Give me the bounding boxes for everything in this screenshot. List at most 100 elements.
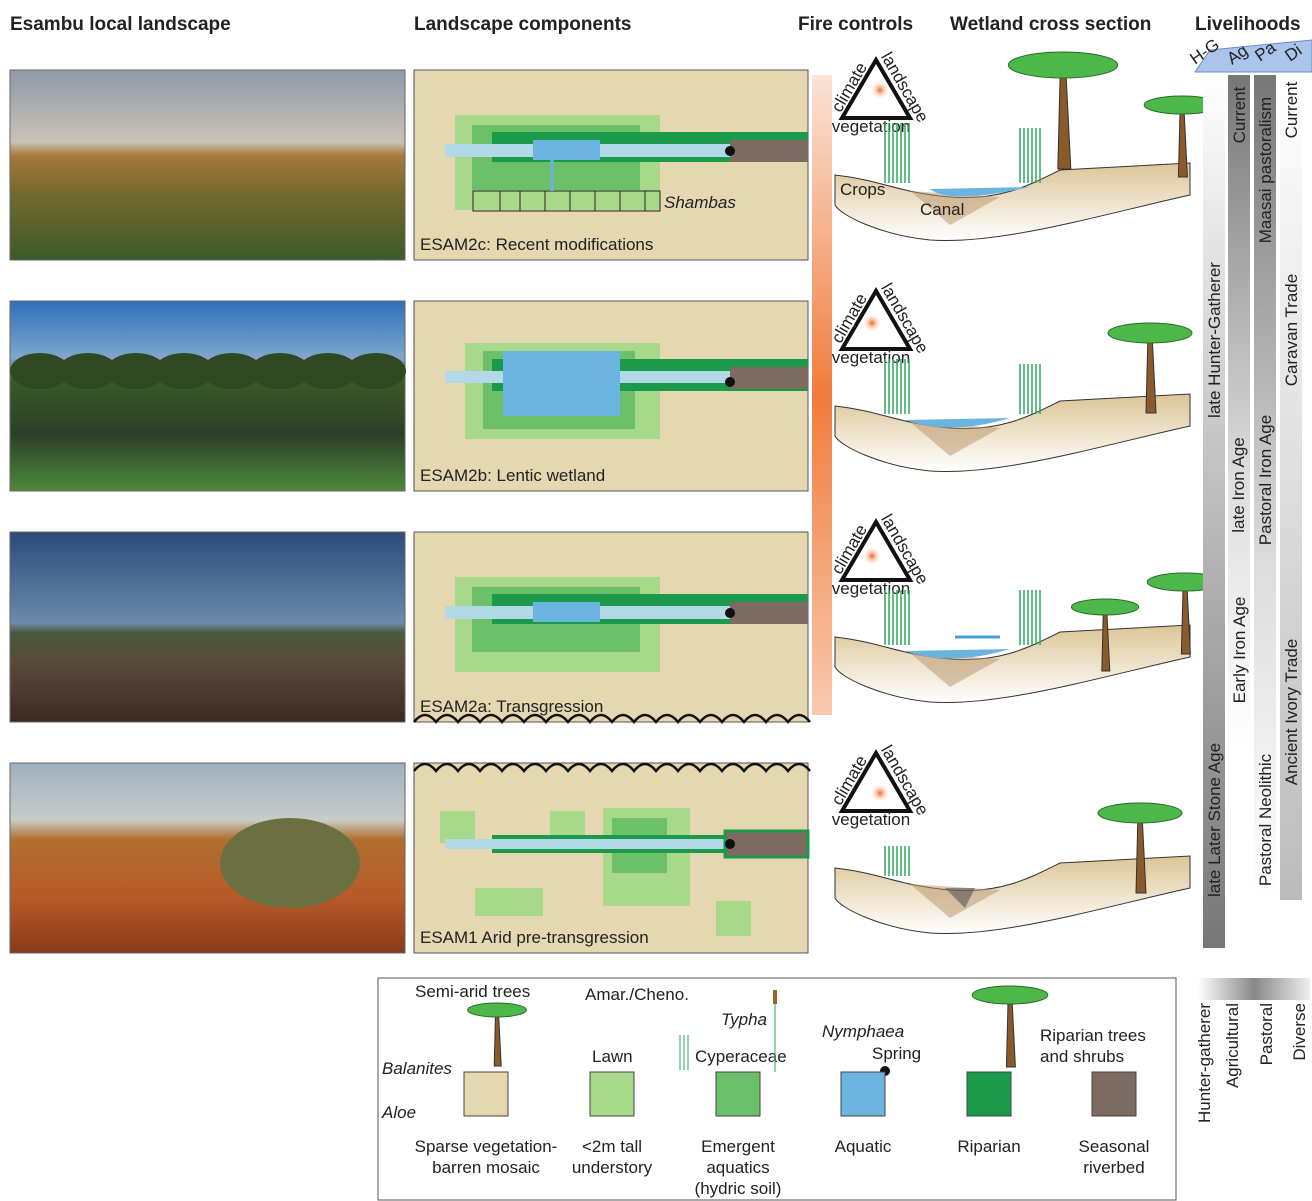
basin [910, 884, 1000, 918]
tree-trunk [1101, 606, 1111, 672]
photo-bush [220, 818, 360, 908]
column-header: Livelihoods [1195, 14, 1301, 35]
legend-symbol-label: Nymphaea [822, 1022, 904, 1041]
spring [725, 377, 735, 387]
legend-swatch [463, 1071, 509, 1117]
legend-symbol-label: Cyperaceae [695, 1047, 787, 1066]
legend-symbol-label: Spring [872, 1044, 921, 1063]
period-label: Early Iron Age [1230, 597, 1249, 704]
water [945, 888, 975, 908]
hg-bar [1203, 75, 1225, 948]
ag-bar [1228, 75, 1250, 745]
legend-unit-label: Sparse vegetation- [415, 1137, 558, 1156]
legend-symbol-label: Balanites [382, 1059, 452, 1078]
spring [725, 839, 735, 849]
fire-triangle [838, 749, 914, 813]
unconformity [413, 713, 811, 725]
typha-head [773, 990, 777, 1004]
period-label: late Iron Age [1229, 437, 1248, 532]
channel [620, 371, 730, 383]
tree-trunk [1057, 64, 1072, 170]
photo-tree [202, 353, 262, 389]
photo [9, 531, 406, 723]
livelihood-ribbon [1194, 39, 1312, 73]
photo-tree [10, 353, 70, 389]
tree-trunk [1145, 332, 1157, 414]
canal-label: Canal [920, 200, 964, 219]
legend-swatch [966, 1071, 1012, 1117]
photo-tree [58, 353, 118, 389]
riverbed [723, 829, 810, 859]
photo-tree [298, 353, 358, 389]
legend-unit-label: <2m tall [582, 1137, 642, 1156]
period-label: Maasai pastoralism [1256, 97, 1275, 243]
period-label: late Hunter-Gatherer [1205, 262, 1224, 418]
legend-symbol-label: Typha [721, 1010, 767, 1029]
legend-unit-label: understory [572, 1158, 653, 1177]
photo-tree [250, 353, 310, 389]
legend-swatch [1091, 1071, 1137, 1117]
legend-symbol-label: and shrubs [1040, 1047, 1124, 1066]
photo-tree [154, 353, 214, 389]
legend-swatch [715, 1071, 761, 1117]
tree-canopy [1107, 322, 1193, 344]
tree-canopy [1097, 802, 1183, 824]
fire-gradient [812, 75, 832, 715]
livelihood-key-gradient [1198, 978, 1310, 1000]
legend-unit-label: Seasonal [1079, 1137, 1150, 1156]
tree-canopy [467, 1002, 527, 1018]
di-bar [1280, 75, 1302, 900]
tree-canopy [1007, 51, 1119, 79]
legend-unit-label: Emergent [701, 1137, 775, 1156]
triangle-label: vegetation [832, 810, 910, 829]
livelihood-key-label: Pastoral [1257, 1003, 1276, 1065]
tree-trunk [1135, 812, 1147, 894]
legend-symbol-label: Amar./Cheno. [585, 985, 689, 1004]
photo [9, 69, 406, 261]
water [930, 187, 1030, 197]
riverbed [730, 140, 808, 162]
panel-label: ESAM1 Arid pre-transgression [420, 928, 649, 947]
legend-unit-label: Aquatic [835, 1137, 892, 1156]
photo-tree [346, 353, 406, 389]
unconformity [413, 762, 811, 774]
legend-swatch [589, 1071, 635, 1117]
tree-trunk [1177, 104, 1188, 178]
spring [725, 608, 735, 618]
understory [475, 888, 543, 916]
period-label: Pastoral Neolithic [1256, 753, 1275, 886]
fire-point [862, 313, 882, 333]
photo [9, 300, 406, 492]
aquatic [533, 602, 600, 622]
aquatic [503, 351, 620, 416]
column-header: Landscape components [414, 14, 632, 35]
period-label: Caravan Trade [1282, 274, 1301, 386]
panel-label: ESAM2c: Recent modifications [420, 235, 653, 254]
riverbed [730, 367, 808, 389]
panel-label: ESAM2b: Lentic wetland [420, 466, 605, 485]
legend-unit-label: riverbed [1083, 1158, 1144, 1177]
understory [440, 811, 475, 843]
water [905, 418, 1010, 428]
legend-unit-label: aquatics [706, 1158, 769, 1177]
triangle-label: vegetation [832, 117, 910, 136]
fire-point [870, 783, 890, 803]
period-label: Ancient Ivory Trade [1282, 639, 1301, 785]
pa-bar [1254, 75, 1276, 900]
tree-canopy [1070, 598, 1140, 616]
fire-point [862, 546, 882, 566]
water [905, 649, 1010, 659]
legend-unit-label: (hydric soil) [695, 1179, 782, 1198]
channel [445, 839, 730, 849]
livelihood-key-label: Hunter-gatherer [1195, 1003, 1214, 1123]
tree-canopy [971, 985, 1049, 1005]
spring [725, 146, 735, 156]
aquatic [533, 140, 600, 160]
legend-unit-label: Riparian [957, 1137, 1020, 1156]
period-label: Current [1230, 86, 1249, 143]
understory [716, 901, 751, 936]
legend-symbol-label: Riparian trees [1040, 1026, 1146, 1045]
triangle-label: vegetation [832, 348, 910, 367]
panel-label: ESAM2a: Transgression [420, 697, 603, 716]
period-label: late Later Stone Age [1205, 743, 1224, 897]
